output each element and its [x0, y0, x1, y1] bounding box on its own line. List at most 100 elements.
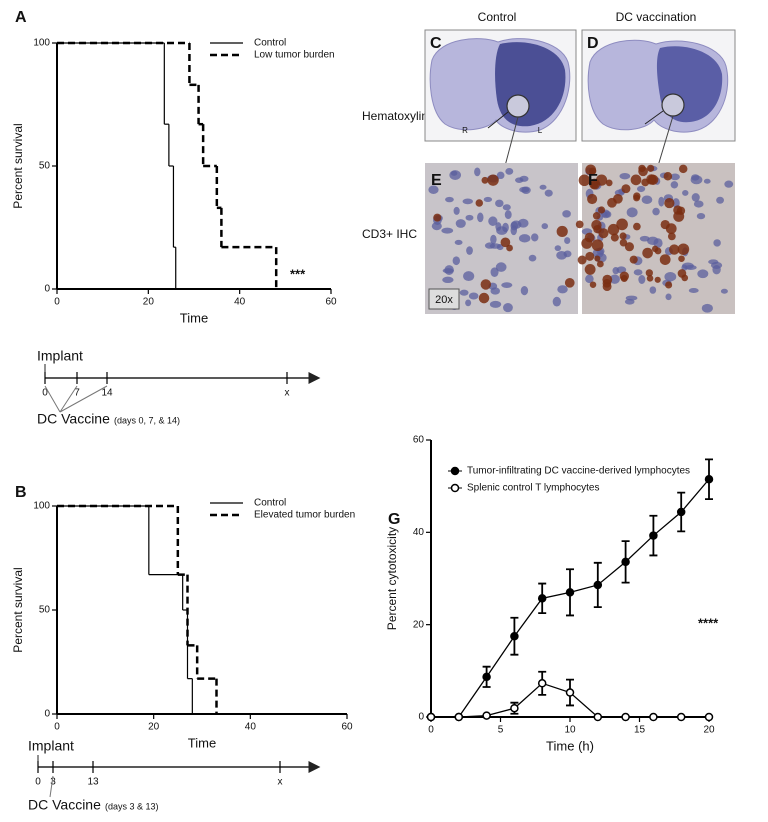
x-tick-label: 0: [54, 722, 60, 733]
panel-letter: F: [588, 172, 598, 189]
timeline-tick-label: 0: [42, 388, 48, 399]
nucleus: [708, 259, 719, 265]
nucleus: [465, 214, 474, 221]
stained-cell: [433, 213, 442, 222]
data-point: [537, 679, 547, 688]
stained-cell: [667, 232, 676, 241]
x-tick-label: 0: [54, 297, 60, 308]
nucleus: [552, 296, 561, 307]
stained-cell: [584, 263, 596, 275]
nucleus: [688, 287, 699, 294]
nucleus: [453, 206, 460, 215]
data-point: [676, 507, 686, 517]
nucleus: [510, 225, 518, 236]
stained-cell: [581, 237, 593, 249]
nucleus: [531, 233, 539, 242]
nucleus: [539, 184, 547, 190]
nucleus: [505, 168, 514, 175]
nucleus: [518, 218, 529, 228]
timeline-tick-label: 13: [87, 777, 99, 788]
data-point: [510, 631, 519, 641]
nucleus: [462, 198, 473, 205]
nucleus: [450, 170, 458, 176]
stained-cell: [596, 260, 604, 268]
data-point: [621, 712, 630, 722]
stained-cell: [585, 251, 595, 261]
nucleus: [490, 267, 499, 278]
nucleus: [563, 250, 572, 258]
y-tick-label: 0: [418, 712, 424, 723]
stained-cell: [597, 206, 606, 214]
stained-cell: [665, 281, 673, 289]
nucleus: [477, 212, 484, 223]
stained-cell: [594, 255, 601, 262]
stained-cell: [659, 254, 671, 265]
x-tick-label: 60: [325, 297, 337, 308]
stained-cell: [589, 167, 597, 175]
nucleus: [696, 212, 706, 220]
y-tick-label: 40: [413, 527, 425, 538]
image-panels: Control DC vaccination Hematoxylin CD3+ …: [362, 10, 736, 314]
hemisphere-label: R: [462, 126, 468, 135]
nucleus: [441, 227, 454, 234]
nucleus: [488, 216, 498, 226]
data-point: [676, 712, 686, 722]
nucleus: [445, 196, 454, 203]
nucleus: [665, 293, 672, 301]
nucleus: [652, 207, 660, 216]
magnification: 20x: [435, 294, 453, 306]
legend-marker: [450, 466, 460, 476]
nucleus: [515, 177, 524, 183]
nucleus: [519, 186, 530, 193]
x-tick-label: 10: [564, 725, 576, 736]
connector: [49, 775, 54, 798]
nucleus: [633, 269, 643, 276]
connector: [504, 116, 519, 167]
nucleus: [452, 256, 460, 266]
nucleus: [504, 210, 512, 220]
timeline-tick-label: 0: [35, 777, 41, 788]
stained-cell: [665, 223, 677, 235]
nucleus: [541, 223, 549, 230]
stained-cell: [592, 211, 601, 220]
stained-cell: [591, 219, 602, 231]
nucleus: [496, 171, 505, 180]
scale-box: [428, 288, 460, 310]
nucleus: [544, 189, 553, 197]
timeline-start: Implant: [28, 738, 74, 754]
nucleus: [664, 271, 677, 282]
timeline-tick-label: 7: [74, 388, 80, 399]
nucleus: [672, 198, 680, 208]
nucleus: [495, 262, 507, 272]
nucleus: [463, 271, 475, 282]
data-point: [649, 531, 658, 540]
x-tick-label: 0: [428, 725, 434, 736]
panel-letter: A: [15, 9, 27, 26]
significance: ***: [290, 266, 306, 281]
x-tick-label: 5: [498, 725, 504, 736]
x-axis-label: Time: [180, 310, 208, 325]
nucleus: [625, 295, 638, 301]
legend-label: Control: [254, 498, 286, 509]
stained-cell: [605, 179, 613, 187]
nucleus: [716, 196, 724, 204]
nucleus: [684, 264, 697, 271]
legend-marker: [450, 483, 460, 493]
nucleus: [468, 292, 479, 300]
stained-cell: [481, 176, 489, 184]
y-tick-label: 100: [33, 501, 50, 512]
stained-cell: [556, 225, 568, 238]
timeline: Implant 0 7 14 x DC Vaccine (days 0, 7, …: [37, 348, 321, 427]
y-tick-label: 60: [413, 435, 425, 446]
panel-letter: G: [388, 511, 400, 528]
nucleus: [626, 207, 638, 218]
data-point: [537, 594, 547, 603]
nucleus: [701, 303, 713, 313]
y-tick-label: 100: [33, 38, 50, 49]
stained-cell: [589, 281, 597, 288]
timeline-label: DC Vaccine: [28, 797, 101, 813]
stained-cell: [677, 243, 690, 256]
stained-cell: [669, 244, 680, 255]
data-point: [649, 712, 658, 722]
